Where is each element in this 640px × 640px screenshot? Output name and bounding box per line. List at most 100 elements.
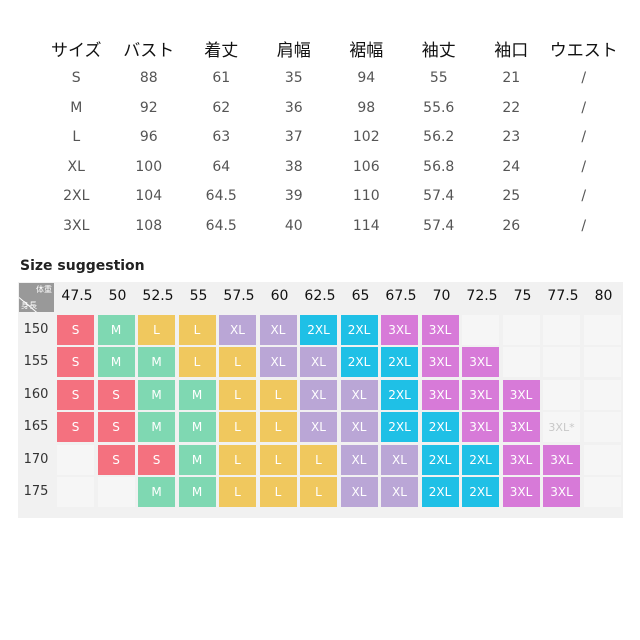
spec-header-row: サイズ バスト 着丈 肩幅 裾幅 袖丈 袖口 ウエスト [40, 34, 620, 64]
size-cell: XL [300, 347, 337, 378]
spec-cell: 37 [284, 129, 303, 146]
size-cell: M [178, 379, 216, 410]
size-cell: 3XL [462, 412, 499, 443]
size-cell: M [138, 379, 175, 410]
size-cell: S [138, 444, 175, 475]
size-cell: XL [219, 315, 256, 345]
size-cell: S [97, 412, 135, 443]
weight-header: 47.5 [61, 288, 93, 304]
size-cell: XL [340, 379, 378, 410]
spec-cell: 36 [284, 99, 303, 116]
spec-cell: 102 [352, 129, 380, 146]
size-cell: 2XL [381, 347, 418, 378]
spec-cell: 98 [357, 99, 376, 116]
weight-header: 55 [189, 288, 208, 304]
spec-cell: / [581, 70, 587, 87]
size-cell: M [97, 315, 135, 345]
spec-cell: 21 [502, 70, 521, 87]
size-cell: XL [340, 444, 378, 475]
spec-cell: 40 [284, 217, 303, 234]
size-cell: L [259, 412, 297, 443]
size-cell: XL [259, 315, 297, 345]
size-cell: M [178, 412, 216, 443]
size-cell: 3XL [381, 315, 418, 345]
spec-cell: 104 [135, 188, 163, 205]
weight-header: 75 [513, 288, 532, 304]
spec-cell: 110 [352, 188, 380, 205]
size-cell [583, 444, 621, 475]
weight-header: 65 [351, 288, 370, 304]
size-cell: L [219, 379, 256, 410]
spec-row: XL 100 64 38 106 56.8 24 / [40, 152, 620, 182]
weight-header: 67.5 [385, 288, 417, 304]
height-row-label: 155 [23, 354, 49, 370]
faded-size-cell: 3XL* [543, 412, 580, 443]
spec-cell: S [71, 70, 81, 87]
size-cell: M [138, 347, 175, 378]
size-cell [543, 347, 580, 378]
weight-header: 57.5 [223, 288, 255, 304]
spec-cell: サイズ [51, 41, 102, 62]
size-cell [502, 315, 540, 345]
size-cell [462, 315, 499, 345]
spec-cell: 55.6 [423, 99, 455, 116]
size-cell: L [178, 347, 216, 378]
size-suggestion-grid: 体重 身長 47.5 50 52.5 55 57.5 60 62.5 65 67.5 70 72.5… [18, 282, 623, 518]
spec-cell: 62 [212, 99, 231, 116]
size-cell [97, 477, 135, 507]
spec-cell: 26 [502, 217, 521, 234]
size-cell [502, 347, 540, 378]
size-cell: 2XL [340, 347, 378, 378]
size-cell: 3XL [462, 379, 499, 410]
height-row-label: 165 [23, 419, 49, 435]
spec-cell: / [581, 158, 587, 175]
size-suggestion-title: Size suggestion [20, 258, 145, 274]
size-cell: XL [381, 444, 418, 475]
size-cell [543, 379, 580, 410]
spec-cell: 肩幅 [276, 41, 311, 62]
spec-cell: 63 [212, 129, 231, 146]
size-cell: L [219, 477, 256, 507]
size-cell: L [219, 444, 256, 475]
size-cell: L [219, 412, 256, 443]
spec-cell: 56.8 [423, 158, 455, 175]
height-row-label: 175 [23, 484, 49, 499]
size-cell: 3XL [502, 477, 540, 507]
spec-cell: 56.2 [423, 129, 455, 146]
size-cell: S [57, 347, 94, 378]
size-cell: M [97, 347, 135, 378]
spec-cell: / [581, 99, 587, 116]
spec-cell: 23 [502, 129, 521, 146]
size-cell: M [178, 444, 216, 475]
size-cell: XL [300, 379, 337, 410]
weight-header: 77.5 [547, 288, 579, 304]
spec-cell: 100 [135, 158, 163, 175]
weight-header: 52.5 [142, 288, 174, 304]
spec-cell: 61 [212, 70, 231, 87]
size-cell: L [178, 315, 216, 345]
spec-row: 3XL 108 64.5 40 114 57.4 26 / [40, 211, 620, 241]
spec-cell: L [72, 129, 81, 146]
height-row-label: 160 [23, 386, 49, 402]
spec-cell: 着丈 [204, 41, 239, 62]
spec-cell: 88 [139, 70, 158, 87]
size-cell: L [300, 477, 337, 507]
spec-cell: 108 [135, 217, 163, 234]
size-cell: 3XL [502, 444, 540, 475]
size-cell [583, 379, 621, 410]
spec-cell: 25 [502, 188, 521, 205]
size-cell: M [138, 477, 175, 507]
size-cell: XL [381, 477, 418, 507]
size-cell: 3XL [543, 477, 580, 507]
spec-cell: 袖丈 [421, 41, 456, 62]
spec-cell: 3XL [63, 217, 90, 234]
spec-cell: ウエスト [549, 41, 618, 62]
spec-cell: 24 [502, 158, 521, 175]
spec-cell: 袖口 [494, 41, 529, 62]
spec-cell: 57.4 [423, 217, 455, 234]
spec-cell: 106 [352, 158, 380, 175]
weight-label: 体重 [36, 285, 52, 294]
spec-row: S 88 61 35 94 55 21 / [40, 64, 620, 94]
spec-cell: 裾幅 [349, 41, 384, 62]
spec-row: L 96 63 37 102 56.2 23 / [40, 123, 620, 153]
